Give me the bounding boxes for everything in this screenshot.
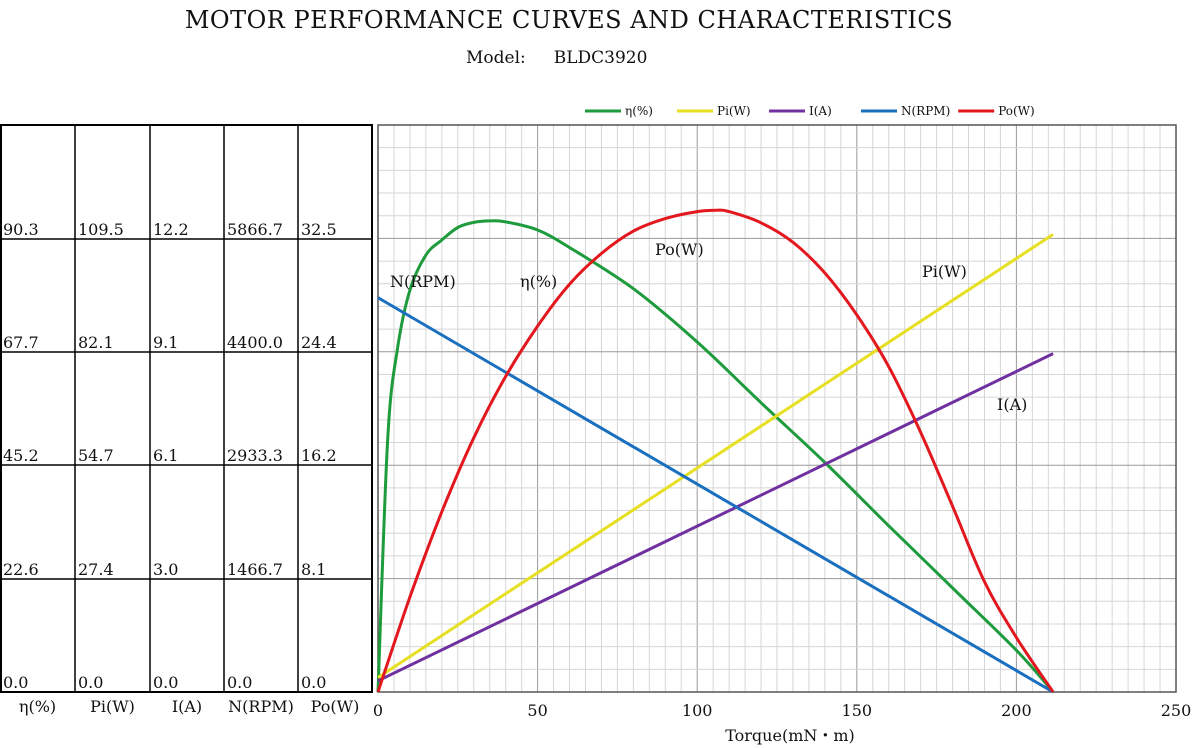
i-curve	[377, 352, 1054, 683]
x-axis: 0 50 100 150 200 250 Torque(mN・m)	[373, 701, 1191, 745]
table-cell: 45.2	[3, 446, 39, 465]
table-header: I(A)	[172, 697, 202, 716]
legend-entry: Po(W)	[998, 104, 1035, 118]
x-tick-label: 50	[527, 701, 547, 720]
table-cell: 24.4	[301, 333, 337, 352]
plot-grid	[377, 124, 1177, 693]
table-cell: 9.1	[153, 333, 178, 352]
x-tick-label: 100	[682, 701, 713, 720]
table-cell: 1466.7	[227, 560, 283, 579]
legend-entry: η(%)	[625, 104, 653, 118]
model-label: Model:	[466, 48, 526, 68]
table-cell: 27.4	[78, 560, 114, 579]
chart-title: MOTOR PERFORMANCE CURVES AND CHARACTERIS…	[184, 6, 954, 34]
values-table: 90.3 109.5 12.2 5866.7 32.5 67.7 82.1 9.1 4400.0…	[0, 124, 373, 716]
table-cell: 0.0	[153, 673, 178, 692]
legend-entry: Pi(W)	[717, 104, 751, 118]
table-header: Po(W)	[311, 697, 360, 716]
table-header: Pi(W)	[90, 697, 135, 716]
legend-entry: N(RPM)	[901, 104, 950, 118]
x-tick-label: 200	[1001, 701, 1032, 720]
x-tick-label: 250	[1161, 701, 1192, 720]
table-cell: 54.7	[78, 446, 114, 465]
table-cell: 0.0	[227, 673, 252, 692]
table-cell: 6.1	[153, 446, 178, 465]
table-cell: 12.2	[153, 220, 189, 239]
table-header: η(%)	[19, 697, 56, 716]
model-value: BLDC3920	[553, 48, 648, 68]
curve-label: N(RPM)	[390, 272, 456, 291]
table-cell: 109.5	[78, 220, 124, 239]
table-cell: 0.0	[301, 673, 326, 692]
table-cell: 0.0	[3, 673, 28, 692]
curve-label: I(A)	[997, 395, 1027, 414]
table-cell: 90.3	[3, 220, 39, 239]
table-cell: 22.6	[3, 560, 39, 579]
legend-entry: I(A)	[809, 104, 832, 118]
x-axis-label: Torque(mN・m)	[725, 726, 855, 745]
table-cell: 8.1	[301, 560, 326, 579]
n-curve	[377, 296, 1054, 694]
table-cell: 67.7	[3, 333, 39, 352]
plot-series	[376, 208, 1055, 694]
table-cell: 0.0	[78, 673, 103, 692]
curve-label: η(%)	[520, 272, 557, 291]
table-header: N(RPM)	[228, 697, 294, 716]
table-cell: 32.5	[301, 220, 337, 239]
curve-label: Po(W)	[655, 240, 704, 259]
plot-frame	[377, 124, 1177, 693]
table-border	[0, 124, 373, 693]
x-tick-label: 150	[842, 701, 873, 720]
table-cell: 16.2	[301, 446, 337, 465]
po-curve	[376, 208, 1055, 693]
table-cell: 5866.7	[227, 220, 283, 239]
model-line: Model: BLDC3920	[466, 48, 647, 68]
table-cell: 82.1	[78, 333, 114, 352]
curve-labels: N(RPM) η(%) Po(W) Pi(W) I(A)	[390, 240, 1027, 414]
x-tick-label: 0	[373, 701, 383, 720]
pi-curve	[377, 233, 1054, 679]
legend: η(%) Pi(W) I(A) N(RPM) Po(W)	[585, 104, 1035, 118]
table-cell: 2933.3	[227, 446, 283, 465]
table-cell: 3.0	[153, 560, 178, 579]
table-cell: 4400.0	[227, 333, 283, 352]
curve-label: Pi(W)	[922, 262, 967, 281]
